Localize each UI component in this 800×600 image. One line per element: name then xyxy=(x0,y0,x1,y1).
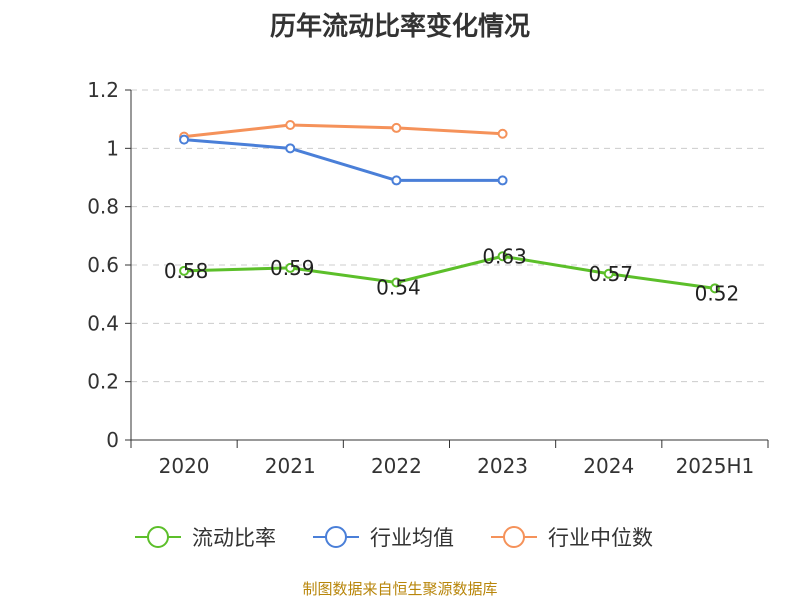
data-point xyxy=(179,134,190,145)
x-tick-label: 2023 xyxy=(477,454,528,478)
data-point xyxy=(391,277,402,288)
data-point xyxy=(285,120,296,130)
data-point xyxy=(497,251,508,262)
y-tick-label: 0.4 xyxy=(87,311,119,335)
x-tick-label: 2022 xyxy=(371,454,422,478)
data-point xyxy=(391,122,402,133)
series-line xyxy=(183,138,503,182)
y-tick-label: 0.2 xyxy=(87,370,119,394)
x-tick-label: 2024 xyxy=(583,454,634,478)
data-label: 0.58 xyxy=(164,259,209,283)
x-tick-label: 2020 xyxy=(159,454,210,478)
x-tick-label: 2025H1 xyxy=(676,454,755,478)
series-line xyxy=(184,254,716,290)
y-tick-label: 0.8 xyxy=(87,195,119,219)
data-point xyxy=(285,143,296,154)
data-label: 0.63 xyxy=(482,244,527,268)
legend-label: 流动比率 xyxy=(192,526,276,550)
series-line xyxy=(183,123,503,139)
legend-label: 行业中位数 xyxy=(548,526,653,550)
data-point xyxy=(497,175,508,186)
data-point xyxy=(497,128,508,139)
y-tick-label: 0 xyxy=(106,428,119,452)
data-point xyxy=(179,265,190,276)
data-label: 0.52 xyxy=(695,281,740,305)
data-point xyxy=(709,283,720,294)
x-tick-label: 2021 xyxy=(265,454,316,478)
legend-marker xyxy=(325,526,347,548)
data-point xyxy=(285,262,296,273)
y-tick-label: 0.6 xyxy=(87,253,119,277)
legend-marker xyxy=(503,526,525,548)
data-label: 0.54 xyxy=(376,276,421,300)
data-source-note: 制图数据来自恒生聚源数据库 xyxy=(302,580,498,598)
y-tick-label: 1 xyxy=(106,136,119,160)
data-label: 0.57 xyxy=(588,262,633,286)
y-tick-label: 1.2 xyxy=(87,78,119,102)
legend-label: 行业均值 xyxy=(370,526,454,550)
chart-title: 历年流动比率变化情况 xyxy=(269,12,530,42)
legend-marker xyxy=(147,526,169,548)
data-point xyxy=(391,175,402,186)
data-label: 0.59 xyxy=(270,256,315,280)
data-point xyxy=(603,268,614,279)
